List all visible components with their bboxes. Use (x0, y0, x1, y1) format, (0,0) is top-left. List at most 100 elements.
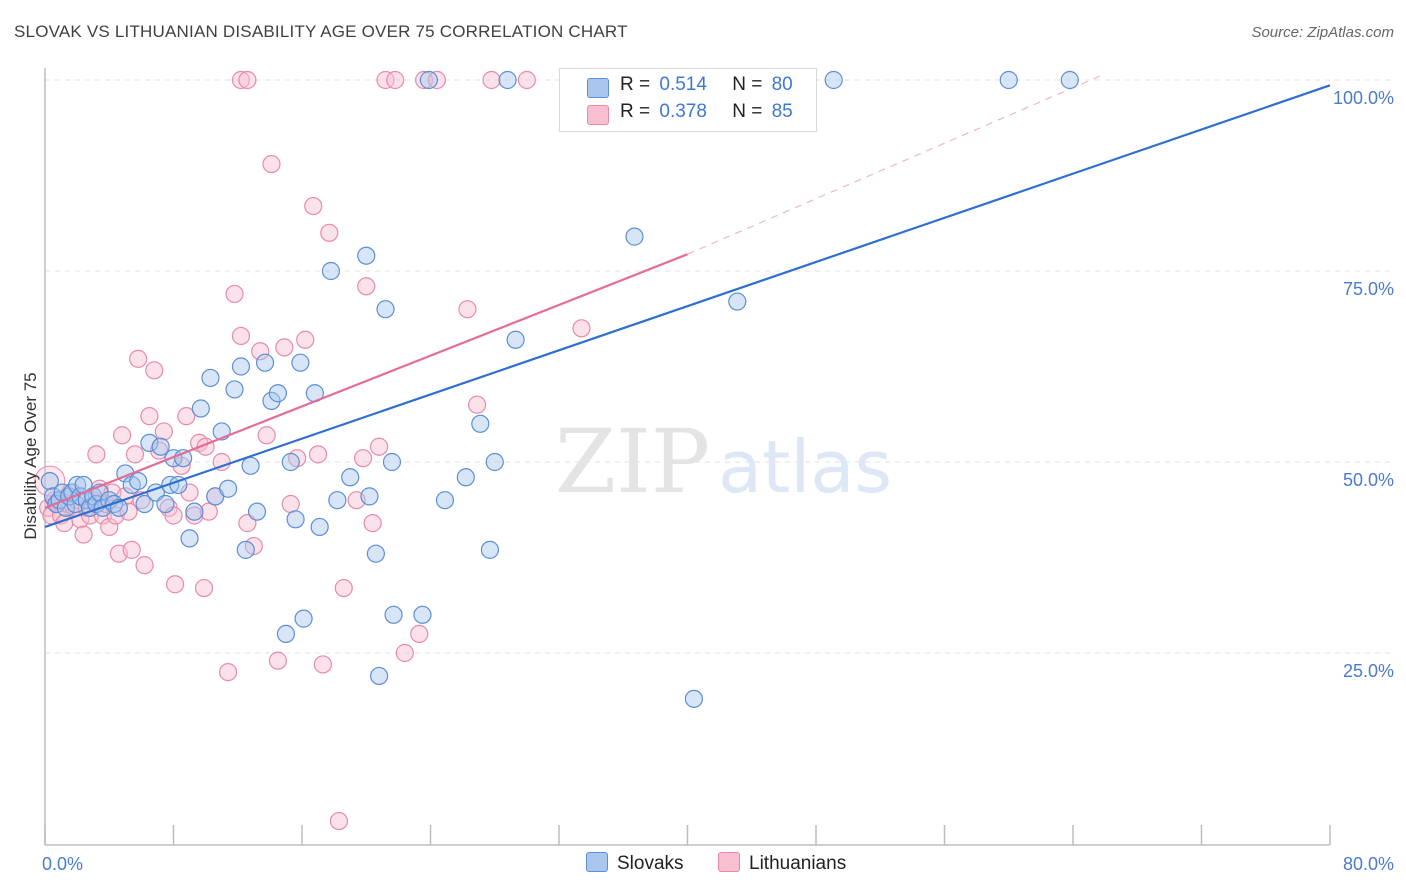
n-value: 85 (771, 101, 793, 122)
y-tick-label: 50.0% (1343, 470, 1394, 490)
slovak-point (231, 357, 251, 376)
slovak-point (151, 437, 170, 456)
lithuanian-point (194, 578, 214, 598)
slovak-point (419, 70, 438, 90)
series-legend: Slovaks Lithuanians (0, 852, 1406, 878)
slovak-point (286, 510, 305, 529)
lithuanians-legend-label: Lithuanians (749, 853, 847, 874)
slovak-point (140, 433, 159, 452)
lithuanians-legend-swatch (718, 852, 740, 872)
slovak-point (321, 261, 341, 281)
lithuanian-point (112, 426, 132, 445)
lithuanian-point (482, 70, 501, 90)
trend-lines (687, 73, 1106, 255)
lithuanian-point (304, 196, 323, 216)
lithuanian-point (87, 445, 106, 464)
slovak-point (241, 456, 260, 475)
legend-row-text: R = 0.514 N = 80 (620, 74, 793, 96)
lithuanian-point (357, 277, 376, 296)
slovak-point (824, 70, 843, 90)
slovak-point (201, 368, 220, 388)
slovaks-trend-line (44, 84, 1331, 528)
lithuanian-point (275, 338, 294, 357)
lithuanian-point (329, 811, 349, 831)
slovak-point (247, 502, 267, 521)
lithuanian-point (410, 624, 429, 644)
slovak-point (382, 452, 402, 472)
lithuanian-point (467, 395, 487, 414)
r-label: R = (620, 101, 651, 122)
lithuanian-point (376, 70, 395, 90)
slovaks-legend-label: Slovaks (617, 853, 684, 874)
slovak-point (219, 479, 238, 498)
n-value: 80 (771, 74, 793, 95)
watermark-atlas: atlas (718, 425, 892, 509)
slovak-point (40, 472, 59, 491)
slovak-point (291, 353, 310, 372)
slovak-point (129, 472, 148, 491)
lithuanian-point (145, 361, 164, 380)
y-tick-label: 25.0% (1343, 661, 1394, 681)
lithuanian-point (225, 284, 244, 304)
slovak-point (435, 491, 455, 510)
slovak-point (625, 227, 644, 246)
slovak-point (456, 468, 475, 487)
lithuanian-point (212, 452, 231, 472)
legend-row-text: R = 0.378 N = 85 (620, 101, 793, 123)
slovak-point (236, 540, 255, 559)
lithuanian-point (257, 426, 276, 445)
legend-item-slovaks: Slovaks (586, 852, 684, 875)
lithuanian-point (238, 70, 257, 90)
slovak-point (360, 487, 379, 506)
lithuanian-point (154, 422, 173, 441)
slovak-point (376, 300, 395, 319)
lithuanian-point (370, 437, 389, 456)
trend-lines-front (44, 84, 1331, 528)
slovak-point (684, 689, 704, 708)
slovak-point (281, 452, 300, 472)
tick-labels: 0.0% 80.0% 25.0% 50.0% 75.0% 100.0% (42, 88, 1394, 874)
slovak-point (310, 517, 329, 537)
lithuanian-point (129, 349, 148, 368)
lithuanians-points (34, 70, 591, 831)
axes (44, 68, 1331, 846)
slovak-point (268, 384, 288, 403)
n-label: N = (732, 74, 763, 95)
slovak-point (728, 292, 747, 311)
lithuanian-point (135, 556, 154, 575)
lithuanian-point (100, 517, 119, 537)
slovaks-legend-swatch (586, 852, 608, 872)
slovak-point (191, 399, 210, 418)
slovak-point (480, 540, 500, 559)
slovak-point (225, 380, 244, 399)
x-tick-label: 80.0% (1343, 854, 1394, 874)
lithuanian-point (353, 449, 373, 468)
slovak-point (366, 544, 385, 563)
slovak-point (156, 494, 175, 514)
y-tick-label: 100.0% (1333, 88, 1394, 108)
lithuanian-point (363, 514, 382, 533)
chart-source: Source: ZipAtlas.com (1251, 24, 1394, 41)
lithuanian-point (517, 70, 536, 90)
slovak-point (506, 330, 525, 349)
slovak-point (68, 475, 87, 495)
lithuanian-point (313, 655, 332, 674)
slovak-point (1060, 70, 1079, 90)
slovak-point (341, 468, 360, 487)
lithuanian-point (251, 342, 270, 361)
lithuanian-point (119, 502, 138, 521)
lithuanians-swatch (587, 105, 609, 125)
lithuanian-point (414, 70, 434, 90)
lithuanian-point (334, 578, 353, 598)
slovak-point (185, 502, 204, 521)
lithuanian-point (199, 502, 218, 521)
legend-item-lithuanians: Lithuanians (718, 852, 846, 875)
lithuanian-point (386, 70, 405, 90)
lithuanian-point (125, 445, 145, 464)
y-axis-title: Disability Age Over 75 (21, 372, 40, 539)
slovaks-swatch (587, 78, 609, 98)
slovak-point (370, 666, 389, 686)
slovak-point (328, 491, 347, 510)
lithuanian-point (320, 223, 339, 242)
chart-title: SLOVAK VS LITHUANIAN DISABILITY AGE OVER… (14, 22, 628, 41)
